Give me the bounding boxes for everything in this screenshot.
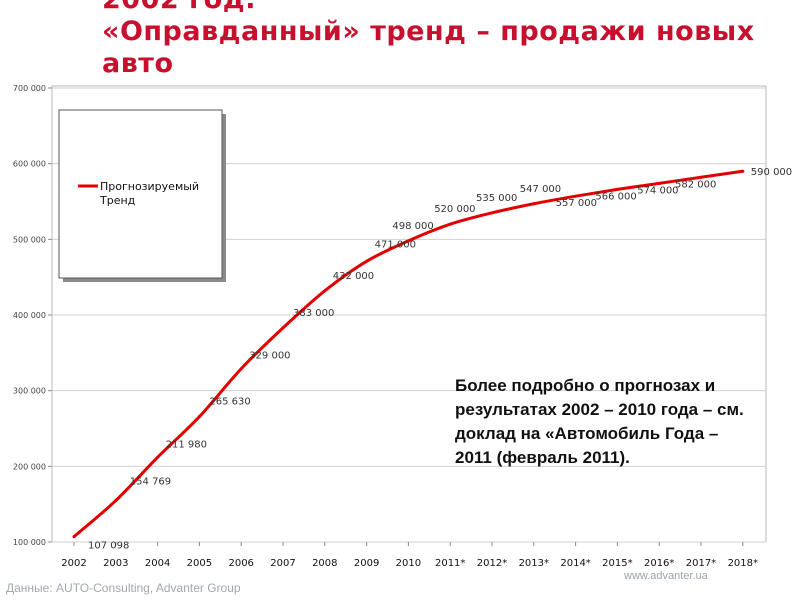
y-tick-label: 300 000 xyxy=(13,387,46,396)
data-point xyxy=(197,415,201,419)
x-tick-label: 2004 xyxy=(145,558,170,569)
data-label: 574 000 xyxy=(637,185,678,196)
y-tick-label: 500 000 xyxy=(13,235,46,244)
data-point xyxy=(657,181,661,185)
title-line-1: 2002 год: xyxy=(102,0,782,16)
x-tick-label: 2014* xyxy=(560,558,590,569)
data-point xyxy=(406,239,410,243)
data-point xyxy=(448,222,452,226)
report-note: Более подробно о прогнозах и результатах… xyxy=(455,376,744,467)
data-point xyxy=(365,259,369,263)
data-label: 107 098 xyxy=(88,541,129,552)
data-label: 265 630 xyxy=(209,397,250,408)
x-tick-label: 2007 xyxy=(270,558,295,569)
x-tick-label: 2010 xyxy=(396,558,421,569)
x-tick-label: 2016* xyxy=(644,558,674,569)
x-tick-label: 2008 xyxy=(312,558,337,569)
x-tick-label: 2002 xyxy=(61,558,86,569)
x-tick-label: 2005 xyxy=(187,558,212,569)
legend-label: Прогнозируемый Тренд xyxy=(99,180,199,207)
data-label: 590 000 xyxy=(751,167,792,178)
x-tick-label: 2017* xyxy=(686,558,716,569)
data-label: 154 769 xyxy=(130,477,171,488)
data-point xyxy=(574,194,578,198)
y-tick-label: 400 000 xyxy=(13,311,46,320)
x-tick-label: 2018* xyxy=(728,558,758,569)
data-point xyxy=(114,499,118,503)
data-label: 547 000 xyxy=(520,184,561,195)
title-line-2: «Оправданный» тренд – продажи новых xyxy=(102,16,755,47)
data-point xyxy=(156,455,160,459)
website-url[interactable]: www.advanter.ua xyxy=(624,570,708,582)
data-point xyxy=(699,175,703,179)
data-label: 557 000 xyxy=(556,198,597,209)
data-label: 383 000 xyxy=(293,308,334,319)
data-point xyxy=(239,367,243,371)
y-tick-label: 100 000 xyxy=(13,538,46,547)
data-label: 432 000 xyxy=(333,271,374,282)
x-tick-label: 2006 xyxy=(228,558,253,569)
data-point xyxy=(741,169,745,173)
title-line-3: авто xyxy=(102,48,174,79)
y-tick-label: 700 000 xyxy=(13,84,46,93)
x-tick-label: 2003 xyxy=(103,558,128,569)
data-label: 535 000 xyxy=(476,193,517,204)
data-point xyxy=(281,326,285,330)
data-label: 471 000 xyxy=(375,239,416,250)
data-label: 566 000 xyxy=(595,191,636,202)
data-label: 498 000 xyxy=(392,221,433,232)
x-tick-label: 2011* xyxy=(435,558,465,569)
x-tick-label: 2013* xyxy=(519,558,549,569)
data-point xyxy=(532,202,536,206)
data-label: 582 000 xyxy=(675,179,716,190)
x-tick-label: 2015* xyxy=(602,558,632,569)
x-tick-label: 2009 xyxy=(354,558,379,569)
x-tick-label: 2012* xyxy=(477,558,507,569)
y-tick-label: 200 000 xyxy=(13,462,46,471)
data-label: 329 000 xyxy=(249,351,290,362)
page-title: 2002 год: «Оправданный» тренд – продажи … xyxy=(102,0,782,80)
data-point xyxy=(615,187,619,191)
y-tick-label: 600 000 xyxy=(13,160,46,169)
data-point xyxy=(490,211,494,215)
data-label: 211 980 xyxy=(166,439,207,450)
data-point xyxy=(323,289,327,293)
data-label: 520 000 xyxy=(434,204,475,215)
legend-box xyxy=(58,109,223,279)
data-point xyxy=(72,535,76,539)
data-source: Данные: AUTO-Consulting, Advanter Group xyxy=(6,581,241,595)
